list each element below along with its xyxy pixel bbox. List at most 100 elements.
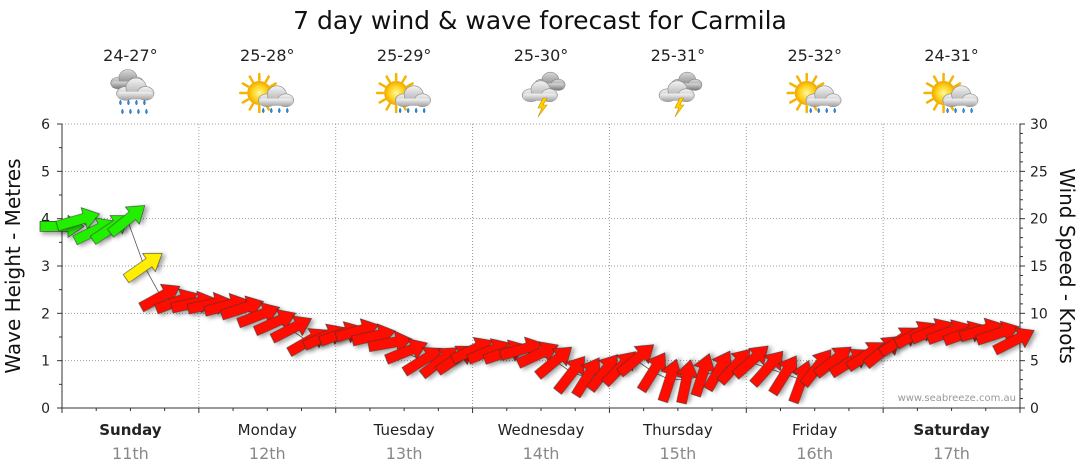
rain-drop (817, 107, 820, 114)
wind-arrow-shape (703, 350, 732, 393)
wind-arrow (55, 207, 101, 232)
thunderstorm-icon (521, 71, 566, 118)
rain-drop (270, 107, 273, 114)
day-date-label: 16th (796, 444, 833, 463)
right-tick-label: 5 (1030, 354, 1039, 370)
day-name-label: Wednesday (498, 421, 585, 439)
wind-arrow (749, 350, 784, 388)
day-name-label: Friday (792, 421, 838, 439)
wind-arrow-shape (749, 350, 784, 388)
day-date-label: 11th (112, 444, 149, 463)
left-tick-label: 4 (41, 212, 50, 228)
rain-drop (145, 108, 148, 115)
day-name-label: Tuesday (373, 421, 435, 439)
rain-drop (137, 108, 140, 115)
wind-arrow-shape (657, 358, 683, 404)
cloud-shape (658, 80, 695, 102)
lightning-bolt (674, 97, 685, 118)
wind-arrow-shape (571, 357, 601, 399)
wind-arrow (813, 346, 852, 379)
wind-arrow (616, 344, 655, 378)
wind-arrow-shape (768, 355, 798, 397)
cloud-shape (116, 77, 155, 101)
wind-arrow (367, 330, 413, 354)
rain-drop (119, 99, 122, 106)
wind-arrow (252, 309, 297, 337)
wind-arrow (675, 359, 699, 405)
sun-showers-icon (239, 72, 294, 114)
rain-drop (825, 107, 828, 114)
wind-arrow-shape (515, 341, 559, 369)
left-axis-title: Wave Height - Metres (1, 158, 25, 373)
right-tick-label: 20 (1030, 212, 1048, 228)
right-tick-label: 10 (1030, 306, 1048, 322)
rain-drop (414, 107, 418, 114)
rain-drop (954, 107, 957, 114)
temp-label: 24-31° (924, 46, 979, 65)
plot-area (62, 124, 1020, 408)
sun-showers-icon (375, 72, 431, 114)
temperature-labels: 24-27° 25-28° 25-29° 25-30° 25-31° 25-32° 24-3… (103, 46, 979, 65)
right-tick-label: 15 (1030, 259, 1048, 275)
rain-drop (135, 99, 138, 106)
wind-arrow (571, 357, 601, 399)
temp-label: 25-31° (651, 46, 706, 65)
day-date-label: 13th (386, 444, 423, 463)
wind-arrow-shape (367, 330, 413, 354)
rain-drop (278, 107, 281, 114)
wind-arrow-shape (138, 283, 181, 313)
rain-drop (143, 99, 146, 106)
temp-label: 25-29° (377, 46, 432, 65)
wind-arrow (269, 315, 312, 344)
wind-arrow (690, 353, 716, 398)
wind-arrow-shape (675, 359, 699, 405)
right-axis-ticks: 0 5 10 15 20 25 30 (1020, 117, 1048, 417)
right-tick-label: 30 (1030, 117, 1048, 133)
wind-arrow-shape (384, 338, 428, 365)
rain-drop (833, 107, 836, 114)
temp-label: 25-32° (787, 46, 842, 65)
cloud-shape (521, 80, 558, 102)
rain-drop (946, 107, 949, 114)
wind-arrow (107, 205, 146, 238)
day-date-label: 15th (659, 444, 696, 463)
wind-arrow (657, 358, 683, 404)
day-name-label: Thursday (642, 421, 713, 439)
cloud-shape (258, 85, 294, 107)
rain-drop (970, 107, 973, 114)
rain-drop (121, 108, 124, 115)
thunderstorm-icon (658, 71, 703, 118)
sun-showers-icon (786, 72, 842, 114)
left-tick-label: 3 (41, 259, 50, 275)
wind-arrow-shape (252, 309, 297, 337)
left-tick-label: 0 (41, 401, 50, 417)
rain-drop (129, 108, 132, 115)
wind-arrow-shape (269, 315, 312, 344)
wind-arrow (992, 327, 1035, 356)
wind-arrow (636, 352, 667, 394)
day-date-label: 14th (523, 444, 560, 463)
lightning-bolt (537, 97, 548, 118)
temp-label: 25-28° (240, 46, 295, 65)
day-name-label: Monday (238, 421, 297, 439)
cloud-shape (395, 85, 431, 107)
left-axis-ticks: 0 1 2 3 4 5 6 (41, 117, 62, 417)
grid-lines (62, 123, 1020, 408)
wind-arrows (39, 205, 1035, 405)
cloud-shape (942, 85, 979, 107)
day-name-label: Saturday (913, 421, 990, 439)
wind-arrow (703, 350, 732, 393)
left-tick-label: 6 (41, 117, 50, 133)
rain-drop (406, 107, 410, 114)
wind-arrow-shape (534, 346, 572, 380)
wind-arrow-shape (122, 253, 163, 284)
credit-text: www.seabreeze.com.au (898, 393, 1016, 404)
wind-arrow-shape (107, 205, 146, 238)
rain-drop (127, 99, 130, 106)
rain-drop (262, 107, 265, 114)
left-tick-label: 1 (41, 354, 50, 370)
chart-title: 7 day wind & wave forecast for Carmila (293, 6, 787, 35)
wind-arrow-shape (992, 327, 1035, 356)
rain-drop (809, 107, 812, 114)
day-labels: Sunday 11th Monday 12th Tuesday 13th Wednesday… (61, 408, 1021, 463)
